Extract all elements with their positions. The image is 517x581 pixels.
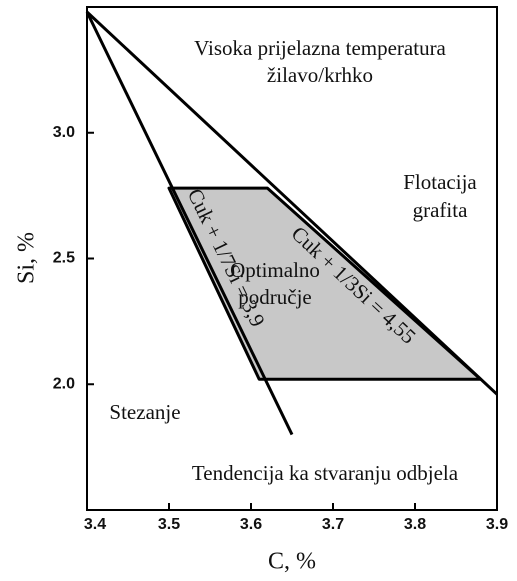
x-axis-label: C, %	[268, 549, 316, 575]
boundary-line	[85, 11, 294, 436]
annotation: Flotacija	[403, 170, 477, 194]
boundary-line	[85, 10, 499, 396]
x-tick-label: 3.8	[404, 516, 426, 533]
annotation: Tendencija ka stvaranju odbjela	[192, 461, 459, 485]
annotation: Optimalno	[230, 258, 320, 282]
y-tick-label: 3.0	[53, 124, 75, 141]
x-tick-label: 3.6	[240, 516, 262, 533]
y-axis-label: Si, %	[14, 232, 40, 284]
y-tick-label: 2.5	[53, 250, 75, 267]
x-tick-label: 3.9	[486, 516, 508, 533]
x-tick-label: 3.4	[84, 516, 106, 533]
annotation: Visoka prijelazna temperatura	[194, 36, 446, 60]
x-tick-label: 3.7	[322, 516, 344, 533]
x-tick-label: 3.5	[158, 516, 180, 533]
y-tick-label: 2.0	[53, 375, 75, 392]
annotation: Stezanje	[109, 400, 180, 424]
annotation: žilavo/krhko	[267, 63, 373, 87]
annotation: grafita	[413, 198, 468, 222]
annotation: područje	[238, 285, 311, 309]
